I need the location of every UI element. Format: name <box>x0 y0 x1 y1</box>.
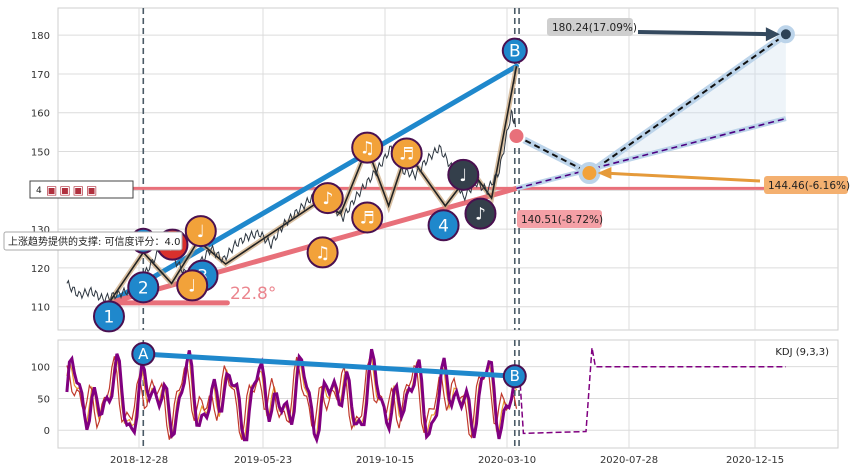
y-tick-label: 120 <box>31 264 50 275</box>
left-tag-box <box>29 180 134 199</box>
kdj-point-A-label: A <box>138 345 149 363</box>
note-marker-label: ♩ <box>197 222 205 242</box>
mid-arrowhead <box>597 167 612 180</box>
forecast-band <box>516 34 786 189</box>
y-tick-label: 130 <box>31 225 50 236</box>
note-marker-label: ♪ <box>475 205 486 225</box>
target-arrow <box>637 30 774 37</box>
x-tick-label: 2018-12-28 <box>110 455 168 466</box>
kdj-title: KDJ (9,3,3) <box>775 347 829 358</box>
kdj-point-A-circle <box>131 341 156 366</box>
forecast-mid-dot <box>578 162 601 185</box>
forecast-start-dot <box>507 127 526 146</box>
legend-glyphs: ▣▣▣▣ <box>46 183 99 197</box>
note-marker-label: ♫ <box>315 243 330 263</box>
left-tag-text: 4 <box>36 186 42 196</box>
support-note-text: 上涨趋势提供的支撑: 可信度评分：4.0 <box>8 235 180 248</box>
forecast-end-dot <box>776 25 795 44</box>
note-marker-circle <box>306 236 339 269</box>
angle-text: 22.8° <box>230 284 276 304</box>
support-value-box <box>517 210 602 228</box>
wave-1-circle <box>92 300 125 333</box>
note-marker-label: ♬ <box>399 144 414 164</box>
x-tick-label: 2020-12-15 <box>726 455 784 466</box>
note-marker-circle <box>351 201 384 234</box>
note-marker-circle <box>176 269 209 302</box>
note-marker-label: ♬ <box>360 208 375 228</box>
target-arrowhead <box>765 27 780 42</box>
point-4-label: 4 <box>438 216 449 236</box>
kdj-forecast-tail <box>518 347 786 435</box>
note-marker-label: ♪ <box>322 189 333 209</box>
y-tick-label: 110 <box>31 303 50 314</box>
kdj-point-B-label: B <box>510 367 520 385</box>
trendline <box>106 63 519 306</box>
note-marker-label: ♩ <box>459 166 467 186</box>
target-mid-text: 144.46(-6.16%) <box>768 180 850 192</box>
target-high-text: 180.24(17.09%) <box>552 22 637 34</box>
annotations: 123AB4♪♩♩♫♪♫♬♬♩♪180.24(17.09%)144.46(-6.… <box>3 18 850 333</box>
note-marker-circle <box>390 137 423 170</box>
note-marker-circle <box>351 131 384 164</box>
x-tick-label: 2020-07-28 <box>600 455 658 466</box>
point-B-label: B <box>509 42 521 62</box>
note-marker-circle <box>184 215 217 248</box>
y-tick-label: 160 <box>31 109 50 120</box>
kdj-y-tick-label: 0 <box>44 426 50 437</box>
kdj-y-tick-label: 50 <box>37 394 50 405</box>
note-marker-circle <box>464 197 497 230</box>
y-tick-label: 180 <box>31 31 50 42</box>
kdj-panel: KDJ (9,3,3) A B <box>65 340 829 448</box>
mid-arrow <box>603 171 761 183</box>
support-value-text: 140.51(-8.72%) <box>521 214 603 226</box>
x-tick-label: 2020-03-10 <box>478 455 536 466</box>
target-high-box <box>547 18 633 36</box>
kdj-y-tick-label: 100 <box>31 363 50 374</box>
kdj-trendline <box>140 351 518 379</box>
y-tick-label: 170 <box>31 70 50 81</box>
point-4-circle <box>427 209 460 242</box>
target-mid-box <box>764 176 848 194</box>
note-marker-label: ♫ <box>360 139 375 159</box>
kdj-point-B-circle <box>502 364 527 389</box>
note-marker-circle <box>447 158 480 191</box>
forecast-lower-line <box>516 117 787 190</box>
wave-2-label: 2 <box>138 278 149 298</box>
support-note-box <box>3 231 183 251</box>
x-tick-label: 2019-10-15 <box>356 455 414 466</box>
wave-1-label: 1 <box>104 307 115 327</box>
wave-2-circle <box>127 271 160 304</box>
x-tick-label: 2019-05-23 <box>234 455 292 466</box>
point-B-circle <box>501 37 528 64</box>
y-tick-label: 150 <box>31 148 50 159</box>
note-marker-label: ♩ <box>188 276 196 296</box>
note-marker-circle <box>311 182 344 215</box>
